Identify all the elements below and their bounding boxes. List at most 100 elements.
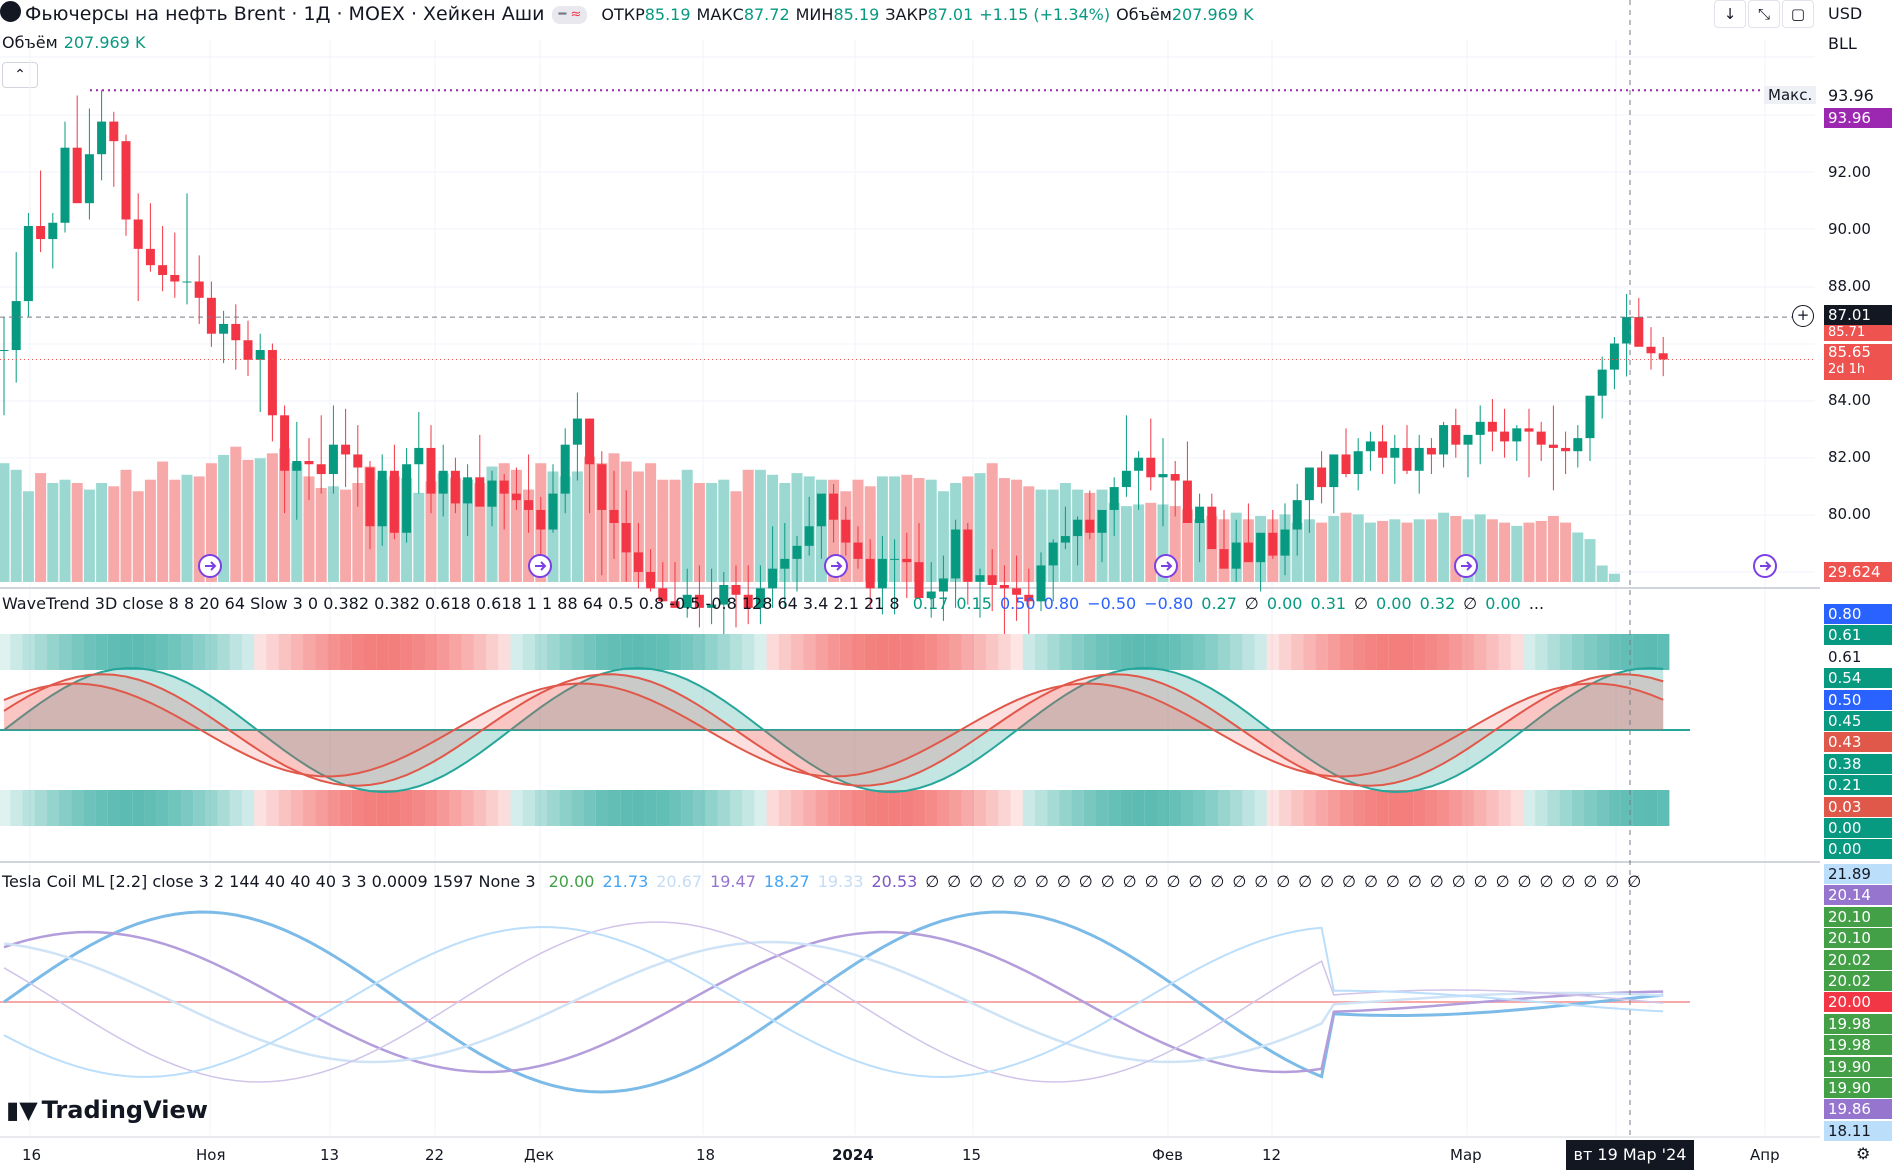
- volume-bar: [1377, 520, 1389, 582]
- heat-cell-bottom: [1169, 790, 1182, 826]
- currency-label[interactable]: USD: [1828, 4, 1863, 23]
- heat-cell-top: [1645, 634, 1658, 670]
- volume-bar: [742, 469, 754, 582]
- tesla-series-line: [3, 910, 1664, 1094]
- heat-cell-top: [1596, 634, 1609, 670]
- candle-body: [109, 121, 119, 142]
- time-axis-label: Апр: [1750, 1146, 1780, 1164]
- wavetrend-legend-value: 0.00: [1266, 594, 1303, 613]
- wavetrend-axis-label: 0.54: [1824, 668, 1892, 689]
- high-label: МАКС: [696, 5, 744, 24]
- grid-lines: [0, 40, 1820, 1138]
- settings-gear-icon[interactable]: ⚙: [1856, 1144, 1871, 1163]
- candle-body: [84, 154, 94, 204]
- heat-cell-top: [608, 634, 621, 670]
- wavetrend-axis-label: 0.45: [1824, 711, 1892, 731]
- volume-bar: [1584, 539, 1596, 582]
- wavetrend-axis-label: 0.38: [1824, 753, 1892, 774]
- heat-cell-bottom: [46, 790, 59, 826]
- maximize-button[interactable]: ▢: [1782, 0, 1814, 28]
- heat-cell-top: [1266, 634, 1279, 670]
- candle-body: [1170, 474, 1180, 481]
- heat-cell-bottom: [1144, 790, 1157, 826]
- wavetrend-axis-label: 0.43: [1824, 732, 1892, 753]
- heat-cell-bottom: [376, 790, 389, 826]
- heat-cell-top: [705, 634, 718, 670]
- candle-body: [365, 467, 375, 527]
- wavetrend-legend[interactable]: WaveTrend 3D close 8 8 20 64 Slow 3 0 0.…: [2, 594, 1544, 613]
- heat-cell-bottom: [1010, 790, 1023, 826]
- heat-cell-top: [1327, 634, 1340, 670]
- heat-cell-top: [1120, 634, 1133, 670]
- max-axis-value: 93.96: [1828, 86, 1874, 105]
- time-axis-label: Дек: [524, 1146, 555, 1164]
- candle-body: [951, 529, 961, 579]
- heat-cell-bottom: [644, 790, 657, 826]
- heat-cell-top: [412, 634, 425, 670]
- volume-bar: [169, 479, 181, 582]
- tesla-axis-label: 19.86: [1824, 1099, 1892, 1120]
- volume-bar: [657, 479, 669, 582]
- candle-body: [133, 219, 143, 249]
- heat-cell-bottom: [1340, 790, 1353, 826]
- status-pill[interactable]: ━ ≈: [552, 6, 588, 24]
- candle-body: [1219, 549, 1229, 569]
- heat-cell-bottom: [1157, 790, 1170, 826]
- symbol-title[interactable]: Фьючерсы на нефть Brent · 1Д · MOEX · Хе…: [25, 3, 545, 25]
- heat-cell-bottom: [754, 790, 767, 826]
- heat-cell-top: [1315, 634, 1328, 670]
- volume-bar: [1133, 504, 1145, 582]
- heat-cell-bottom: [1315, 790, 1328, 826]
- candle-body: [890, 558, 900, 560]
- candle-body: [1487, 421, 1497, 432]
- heat-cell-top: [278, 634, 291, 670]
- collapse-arrows-button[interactable]: ⤡: [1748, 0, 1780, 28]
- tradingview-logo[interactable]: ▮▼ TradingView: [6, 1096, 208, 1124]
- tesla-legend-value: ∅: [1188, 872, 1203, 891]
- heat-cell-top: [913, 634, 926, 670]
- collapse-legend-button[interactable]: ⌃: [2, 62, 38, 88]
- candle-body: [499, 480, 509, 494]
- candle-body: [1256, 532, 1266, 563]
- volume-bar: [1438, 512, 1450, 582]
- heat-cell-bottom: [449, 790, 462, 826]
- heat-cell-top: [168, 634, 181, 670]
- tesla-axis-label: 20.02: [1824, 971, 1892, 991]
- candle-body: [1451, 425, 1461, 445]
- volume-bar: [291, 463, 303, 582]
- download-button[interactable]: ↓: [1714, 0, 1746, 28]
- heat-cell-top: [1291, 634, 1304, 670]
- tesla-legend[interactable]: Tesla Coil ML [2.2] close 3 2 144 40 40 …: [2, 872, 1641, 891]
- volume-bar: [1547, 516, 1559, 582]
- heat-cell-top: [1205, 634, 1218, 670]
- wavetrend-pane: [0, 634, 1690, 826]
- volume-bar: [889, 476, 901, 582]
- heat-cell-bottom: [437, 790, 450, 826]
- candle-body: [1463, 434, 1473, 445]
- heat-cell-top: [888, 634, 901, 670]
- candle-body: [206, 297, 216, 334]
- heat-cell-top: [522, 634, 535, 670]
- heat-cell-bottom: [229, 790, 242, 826]
- candle-body: [1073, 519, 1083, 537]
- candle-body: [48, 222, 58, 240]
- price-tick: 90.00: [1828, 220, 1871, 238]
- heat-cell-top: [534, 634, 547, 670]
- heat-cell-bottom: [705, 790, 718, 826]
- add-alert-plus-icon[interactable]: +: [1792, 305, 1814, 327]
- heat-cell-bottom: [22, 790, 35, 826]
- heat-cell-bottom: [1608, 790, 1621, 826]
- unit-label[interactable]: BLL: [1828, 34, 1857, 53]
- volume-bar: [1535, 520, 1547, 582]
- heat-cell-bottom: [1388, 790, 1401, 826]
- volume-bar: [1450, 516, 1462, 582]
- heat-cell-bottom: [1242, 790, 1255, 826]
- candle-body: [60, 147, 70, 223]
- chart-header-legend: Фьючерсы на нефть Brent · 1Д · MOEX · Хе…: [0, 0, 1820, 26]
- wavetrend-legend-value: 0.27: [1201, 594, 1237, 613]
- tesla-legend-value: ∅: [991, 872, 1006, 891]
- candle-body: [768, 568, 778, 589]
- tesla-legend-value: ∅: [1166, 872, 1181, 891]
- tesla-legend-value: ∅: [1210, 872, 1225, 891]
